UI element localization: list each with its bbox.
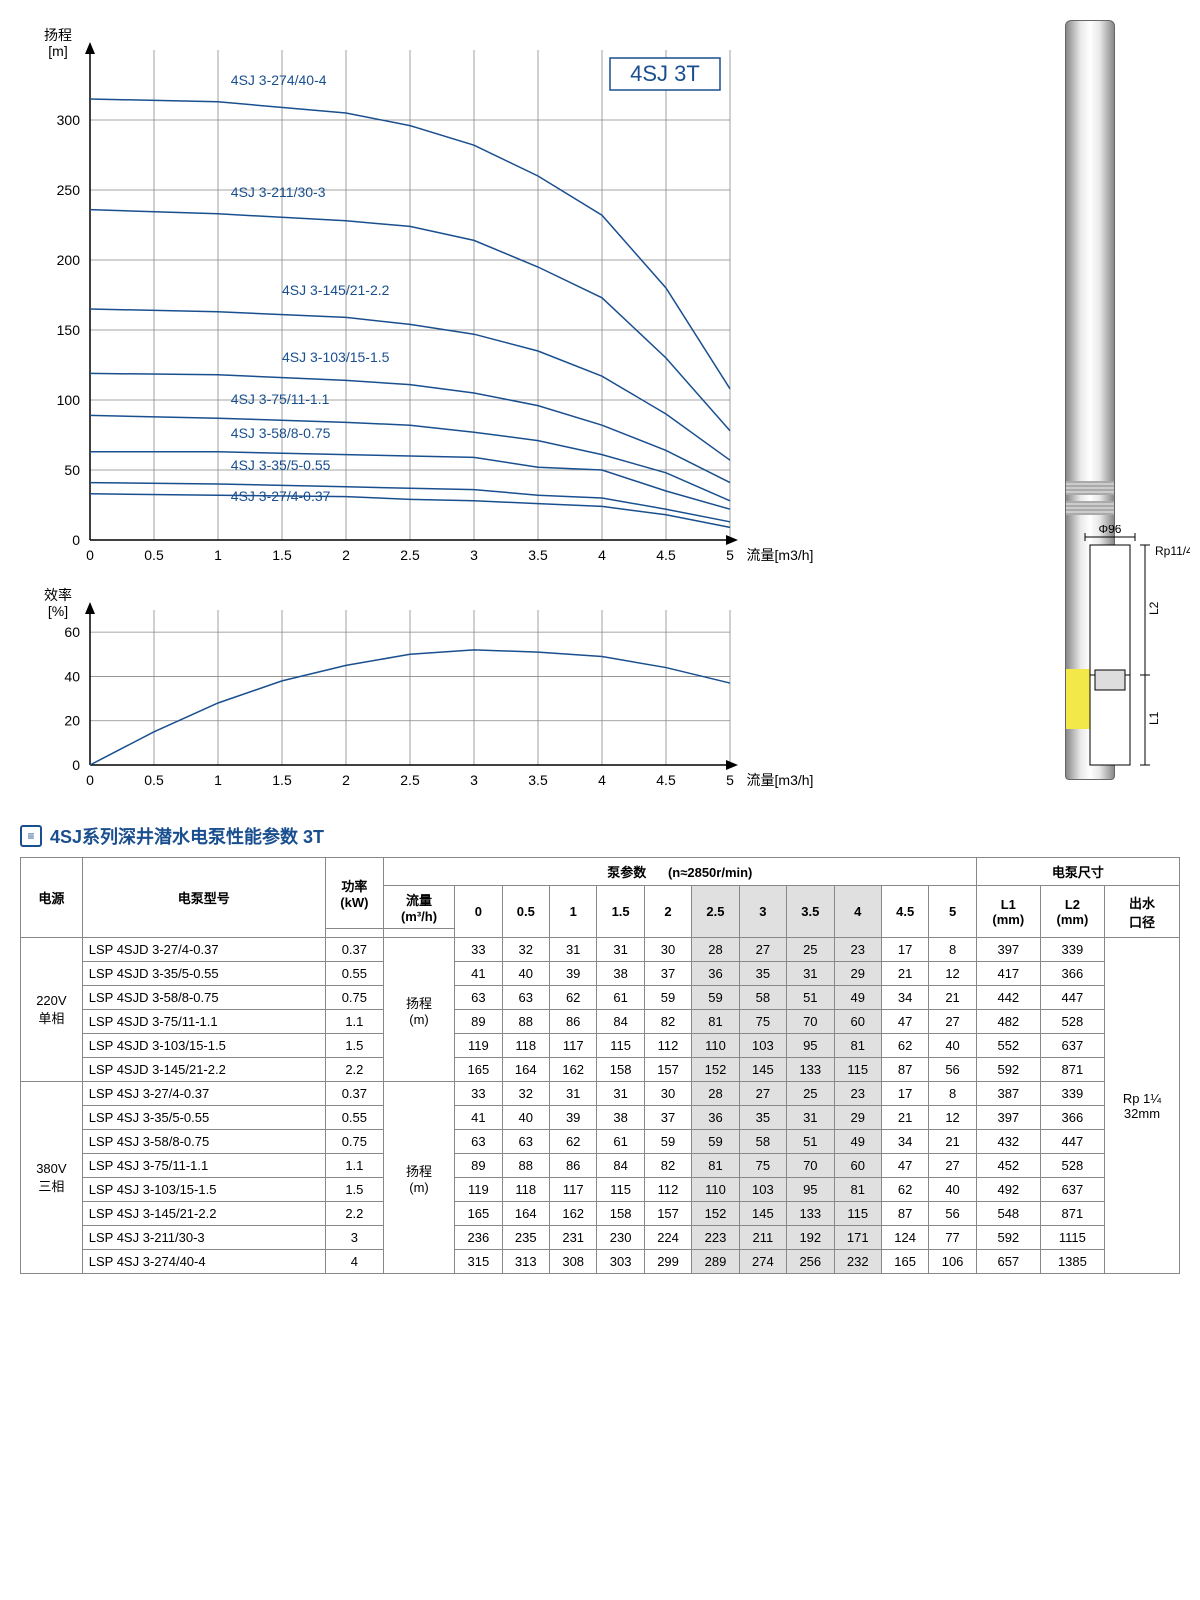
table-row: 220V单相LSP 4SJD 3-27/4-0.370.37扬程(m)33323… (21, 938, 1180, 962)
svg-text:3: 3 (470, 772, 478, 788)
svg-text:40: 40 (64, 668, 80, 684)
table-row: LSP 4SJD 3-145/21-2.22.21651641621581571… (21, 1058, 1180, 1082)
svg-text:2.5: 2.5 (400, 772, 420, 788)
svg-text:0: 0 (72, 532, 80, 548)
svg-text:200: 200 (57, 252, 81, 268)
svg-text:5: 5 (726, 547, 734, 563)
svg-text:2.5: 2.5 (400, 547, 420, 563)
svg-text:4SJ 3-145/21-2.2: 4SJ 3-145/21-2.2 (282, 282, 390, 298)
svg-text:4: 4 (598, 772, 606, 788)
table-row: LSP 4SJD 3-35/5-0.550.554140393837363531… (21, 962, 1180, 986)
table-row: LSP 4SJ 3-211/30-33236235231230224223211… (21, 1226, 1180, 1250)
table-row: LSP 4SJD 3-103/15-1.51.51191181171151121… (21, 1034, 1180, 1058)
svg-text:L2: L2 (1147, 601, 1161, 615)
svg-text:流量[m3/h]: 流量[m3/h] (747, 772, 814, 788)
svg-text:0.5: 0.5 (144, 547, 164, 563)
table-row: LSP 4SJ 3-103/15-1.51.511911811711511211… (21, 1178, 1180, 1202)
svg-text:300: 300 (57, 112, 81, 128)
svg-text:0.5: 0.5 (144, 772, 164, 788)
svg-text:2: 2 (342, 547, 350, 563)
svg-text:0: 0 (86, 772, 94, 788)
svg-text:4.5: 4.5 (656, 772, 676, 788)
table-row: LSP 4SJD 3-75/11-1.11.189888684828175706… (21, 1010, 1180, 1034)
table-row: LSP 4SJ 3-145/21-2.22.216516416215815715… (21, 1202, 1180, 1226)
svg-text:流量[m3/h]: 流量[m3/h] (747, 547, 814, 563)
spec-table: 电源电泵型号功率(kW)泵参数 (n≈2850r/min)电泵尺寸流量(m³/h… (20, 857, 1180, 1274)
svg-text:3.5: 3.5 (528, 772, 548, 788)
svg-text:2: 2 (342, 772, 350, 788)
svg-text:扬程: 扬程 (44, 27, 72, 43)
table-row: LSP 4SJ 3-75/11-1.11.1898886848281757060… (21, 1154, 1180, 1178)
clipboard-icon: ≡ (20, 825, 42, 847)
svg-text:4SJ 3-35/5-0.55: 4SJ 3-35/5-0.55 (231, 457, 331, 473)
svg-text:100: 100 (57, 392, 81, 408)
svg-text:3.5: 3.5 (528, 547, 548, 563)
svg-text:1.5: 1.5 (272, 547, 292, 563)
svg-text:3: 3 (470, 547, 478, 563)
svg-text:4.5: 4.5 (656, 547, 676, 563)
svg-text:4SJ 3-58/8-0.75: 4SJ 3-58/8-0.75 (231, 425, 331, 441)
svg-text:50: 50 (64, 462, 80, 478)
svg-text:1: 1 (214, 547, 222, 563)
svg-text:4: 4 (598, 547, 606, 563)
table-row: LSP 4SJ 3-58/8-0.750.7563636261595958514… (21, 1130, 1180, 1154)
svg-text:1: 1 (214, 772, 222, 788)
table-row: LSP 4SJ 3-35/5-0.550.5541403938373635312… (21, 1106, 1180, 1130)
efficiency-chart: 0 0.5 1 1.5 2 2.5 3 3.5 4 4.5 5 0 20 40 60 效率[%] 流量[m3/h… (20, 580, 985, 805)
table-row: LSP 4SJ 3-274/40-44315313308303299289274… (21, 1250, 1180, 1274)
svg-text:L1: L1 (1147, 711, 1161, 725)
head-chart: 00.511.522.533.544.55050100150200250300扬… (20, 20, 985, 580)
svg-text:[m]: [m] (48, 43, 67, 59)
svg-text:Rp11/4: Rp11/4 (1155, 544, 1190, 558)
table-row: LSP 4SJD 3-58/8-0.750.756363626159595851… (21, 986, 1180, 1010)
svg-text:1.5: 1.5 (272, 772, 292, 788)
svg-text:Φ96: Φ96 (1099, 525, 1122, 536)
svg-text:0: 0 (86, 547, 94, 563)
svg-text:4SJ 3-27/4-0.37: 4SJ 3-27/4-0.37 (231, 488, 331, 504)
svg-text:60: 60 (64, 624, 80, 640)
svg-text:4SJ 3-274/40-4: 4SJ 3-274/40-4 (231, 72, 327, 88)
svg-text:4SJ 3-211/30-3: 4SJ 3-211/30-3 (231, 184, 326, 200)
table-row: 380V三相LSP 4SJ 3-27/4-0.370.37扬程(m)333231… (21, 1082, 1180, 1106)
svg-text:250: 250 (57, 182, 81, 198)
svg-text:150: 150 (57, 322, 81, 338)
svg-text:4SJ 3T: 4SJ 3T (630, 61, 700, 86)
svg-text:效率: 效率 (44, 587, 72, 603)
dimension-diagram: Φ96 Rp11/4 L2 L1 (1050, 525, 1190, 785)
svg-text:4SJ 3-103/15-1.5: 4SJ 3-103/15-1.5 (282, 349, 390, 365)
svg-text:5: 5 (726, 772, 734, 788)
svg-text:0: 0 (72, 757, 80, 773)
svg-text:4SJ 3-75/11-1.1: 4SJ 3-75/11-1.1 (231, 391, 330, 407)
svg-text:20: 20 (64, 713, 80, 729)
section-title: ≡ 4SJ系列深井潜水电泵性能参数 3T (20, 823, 1180, 849)
section-title-text: 4SJ系列深井潜水电泵性能参数 3T (50, 823, 324, 849)
svg-text:[%]: [%] (48, 603, 68, 619)
